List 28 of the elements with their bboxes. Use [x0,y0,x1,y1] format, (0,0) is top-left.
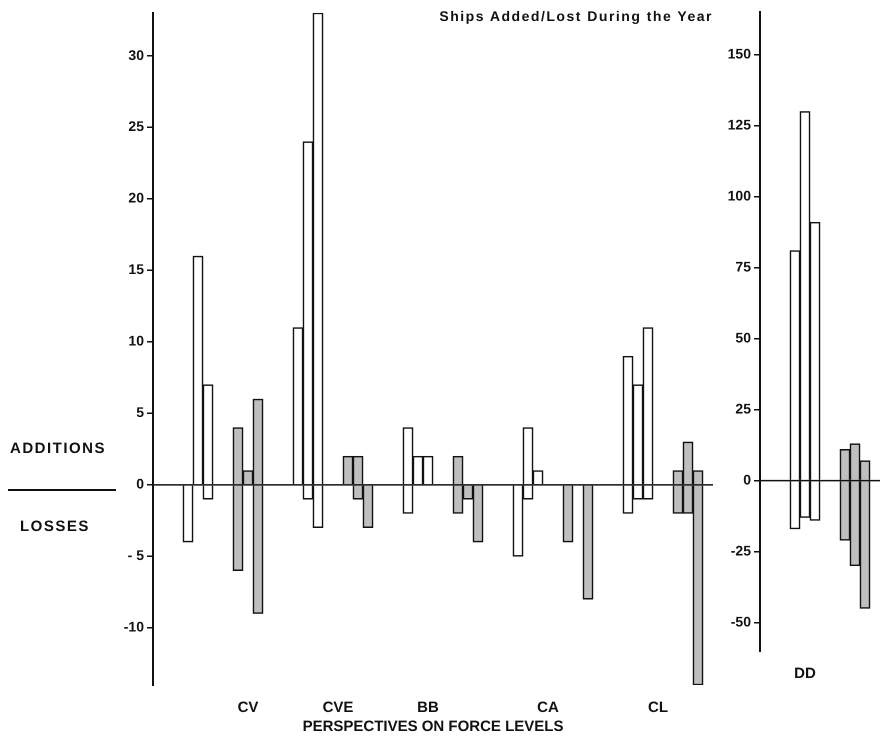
y-tick-label: 20 [128,190,144,206]
x-tick-label: CL [648,699,668,716]
y-tick-label: 30 [128,46,144,63]
y-tick-label: -10 [124,618,144,635]
y-tick-label: 5 [136,404,144,420]
y-tick-label: 50 [735,329,752,346]
y-tick-label: 25 [128,118,144,134]
y-tick-label: 75 [735,258,752,274]
text: ADDITIONS [10,440,106,457]
x-tick-label: CVE [322,699,354,716]
y-tick-label: 150 [728,45,752,62]
y-tick-label: 100 [728,187,752,204]
x-tick-label: CA [537,699,559,716]
chart-title: Ships Added/Lost During the Year [439,8,713,24]
x-tick-label: BB [417,699,439,716]
text: LOSSES [20,518,90,535]
x-axis-title: PERSPECTIVES ON FORCE LEVELS [302,718,564,736]
y-tick-label: 0 [743,471,752,488]
y-tick-label: -25 [730,542,752,558]
y-tick-label: 10 [128,332,144,349]
y-tick-label: 125 [728,116,752,132]
y-tick-label: -50 [730,613,752,630]
y-tick-label: - 5 [128,547,144,564]
x-tick-label: DD [794,665,816,682]
x-tick-label: CV [238,699,258,716]
y-tick-label: 15 [128,261,144,278]
y-tick-label: 0 [136,476,144,492]
y-tick-label: 25 [735,400,752,416]
